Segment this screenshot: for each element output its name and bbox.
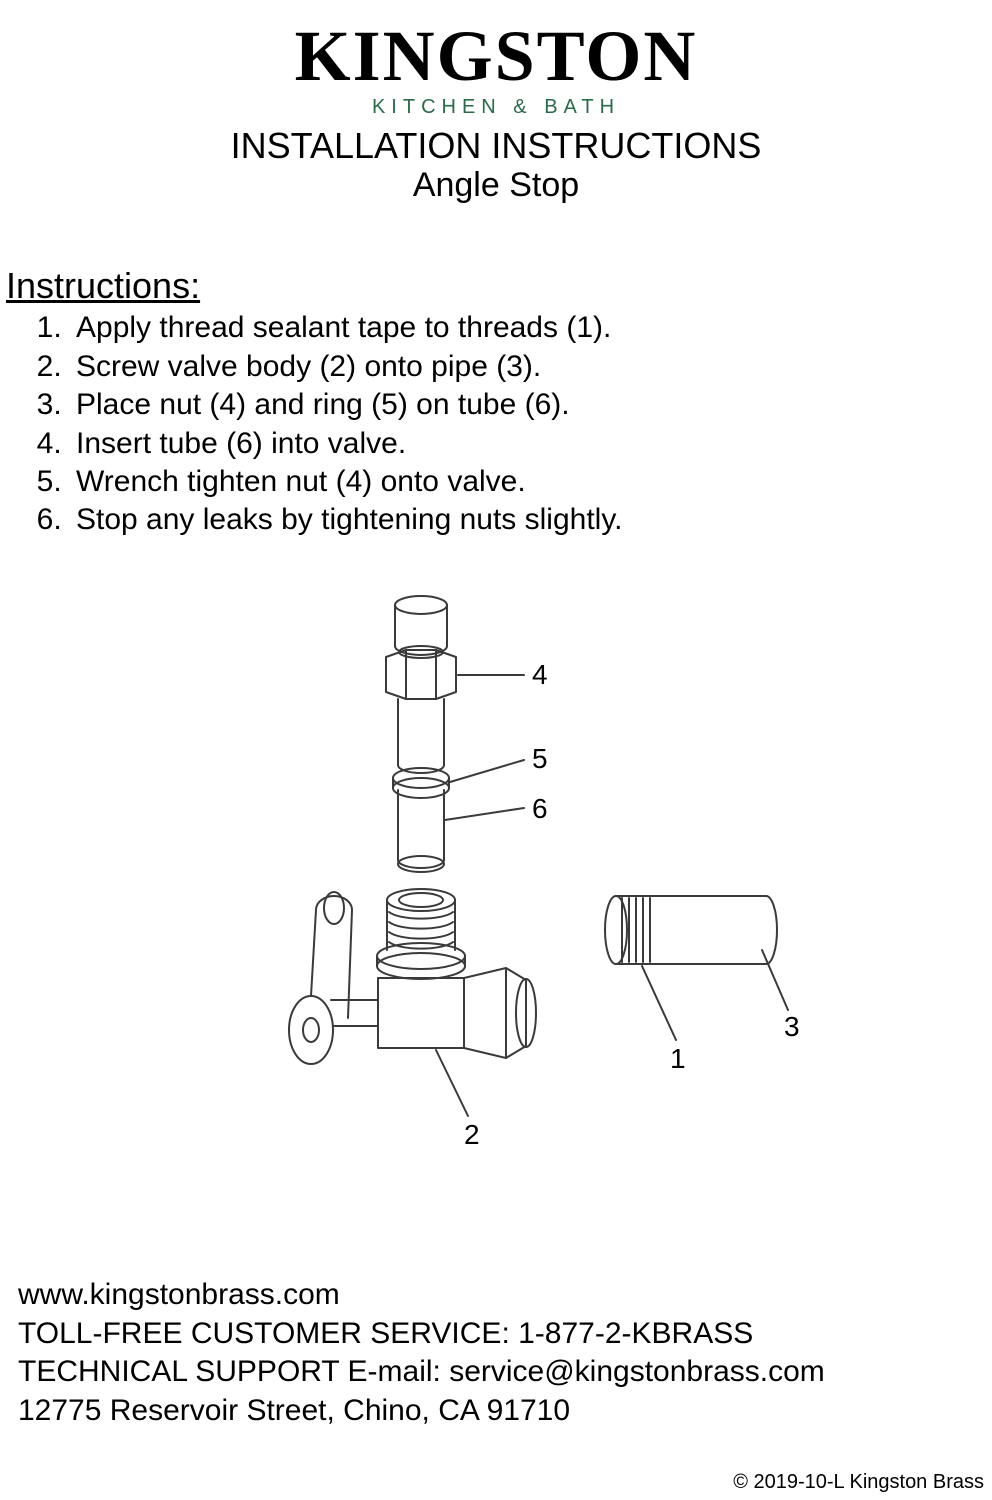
brand-name: KINGSTON <box>0 20 992 92</box>
instruction-item: Place nut (4) and ring (5) on tube (6). <box>70 386 980 424</box>
instruction-item: Wrench tighten nut (4) onto valve. <box>70 463 980 501</box>
document-title: INSTALLATION INSTRUCTIONS <box>0 125 992 166</box>
callout-2: 2 <box>464 1119 480 1150</box>
diagram: 4 5 6 3 1 2 <box>0 580 992 1180</box>
instruction-item: Screw valve body (2) onto pipe (3). <box>70 348 980 386</box>
exploded-diagram-svg: 4 5 6 3 1 2 <box>176 580 816 1180</box>
instructions-section: Instructions: Apply thread sealant tape … <box>0 265 992 539</box>
callout-4: 4 <box>532 659 548 690</box>
toll-free: TOLL-FREE CUSTOMER SERVICE: 1-877-2-KBRA… <box>18 1315 825 1353</box>
instruction-item: Stop any leaks by tightening nuts slight… <box>70 501 980 539</box>
tech-support: TECHNICAL SUPPORT E-mail: service@kingst… <box>18 1353 825 1391</box>
instructions-heading: Instructions: <box>6 265 980 307</box>
footer: www.kingstonbrass.com TOLL-FREE CUSTOMER… <box>18 1276 825 1430</box>
callout-1: 1 <box>670 1043 686 1074</box>
callout-6: 6 <box>532 793 548 824</box>
document-subtitle: Angle Stop <box>0 166 992 205</box>
website: www.kingstonbrass.com <box>18 1276 825 1314</box>
instructions-list: Apply thread sealant tape to threads (1)… <box>6 309 980 539</box>
page: KINGSTON KITCHEN & BATH INSTALLATION INS… <box>0 0 992 1500</box>
header: KINGSTON KITCHEN & BATH INSTALLATION INS… <box>0 20 992 205</box>
callout-5: 5 <box>532 743 548 774</box>
callout-3: 3 <box>784 1011 800 1042</box>
instruction-item: Apply thread sealant tape to threads (1)… <box>70 309 980 347</box>
instruction-item: Insert tube (6) into valve. <box>70 425 980 463</box>
copyright: © 2019-10-L Kingston Brass <box>733 1471 984 1494</box>
brand-tagline: KITCHEN & BATH <box>0 96 992 119</box>
address: 12775 Reservoir Street, Chino, CA 91710 <box>18 1392 825 1430</box>
